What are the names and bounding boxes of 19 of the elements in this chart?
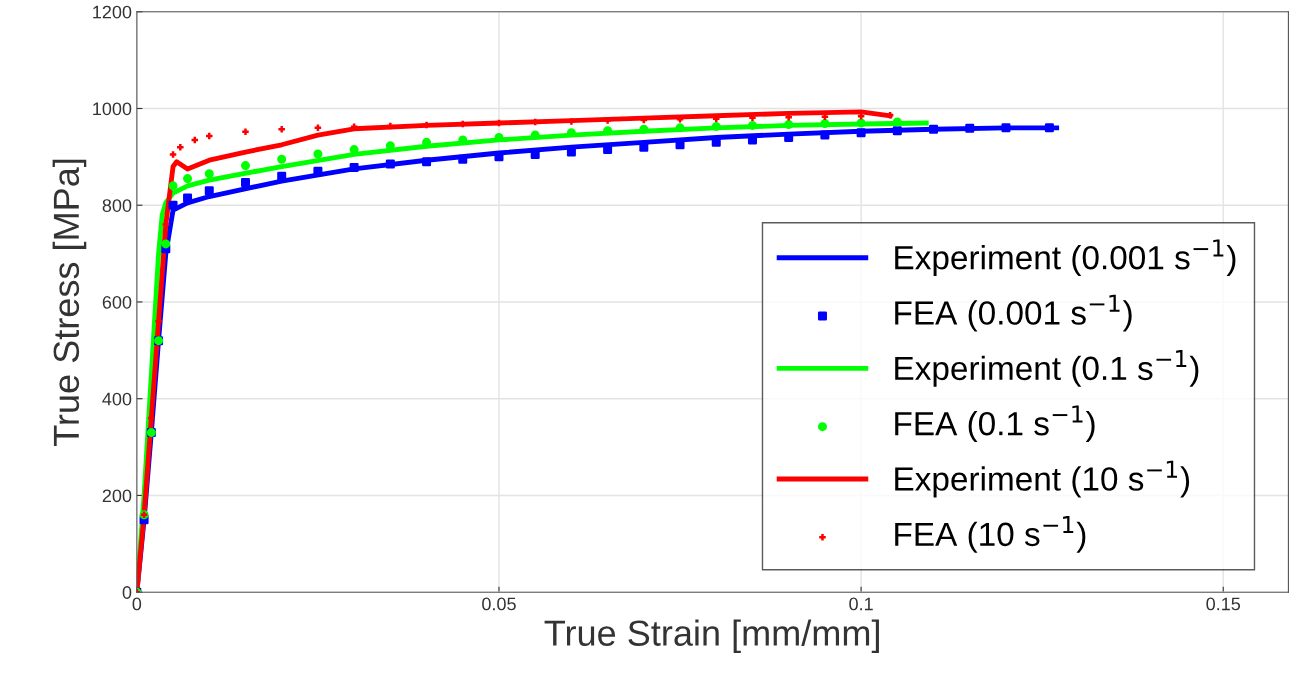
x-tick-label: 0.15 [1206,597,1241,611]
x-tick-label: 0.05 [482,597,516,611]
y-tick-label: 800 [102,199,132,212]
y-tick-label: 200 [102,489,132,503]
x-tick-label: 0.1 [849,597,873,611]
y-tick-label: 1000 [93,102,132,116]
y-tick-label: 0 [122,586,132,599]
legend-label: FEA (0.1 s$^{−1}$) [895,405,1095,443]
y-axis-title: True Stress [MPa] [52,159,87,446]
x-axis-title: True Strain [mm/mm] [544,619,879,654]
y-tick-label: 400 [102,392,132,406]
y-tick-label: 1200 [93,5,132,19]
legend-label: Experiment (0.001 s$^{−1}$) [895,239,1236,277]
x-tick-label: 0 [132,597,142,611]
legend-label: FEA (10 s$^{−1}$) [895,516,1086,553]
legend-label: Experiment (0.1 s$^{−1}$) [895,350,1199,387]
legend-label: Experiment (10 s$^{−1}$) [895,460,1190,498]
legend-label: FEA (0.001 s$^{−1}$) [895,294,1132,332]
y-tick-label: 600 [102,295,132,309]
